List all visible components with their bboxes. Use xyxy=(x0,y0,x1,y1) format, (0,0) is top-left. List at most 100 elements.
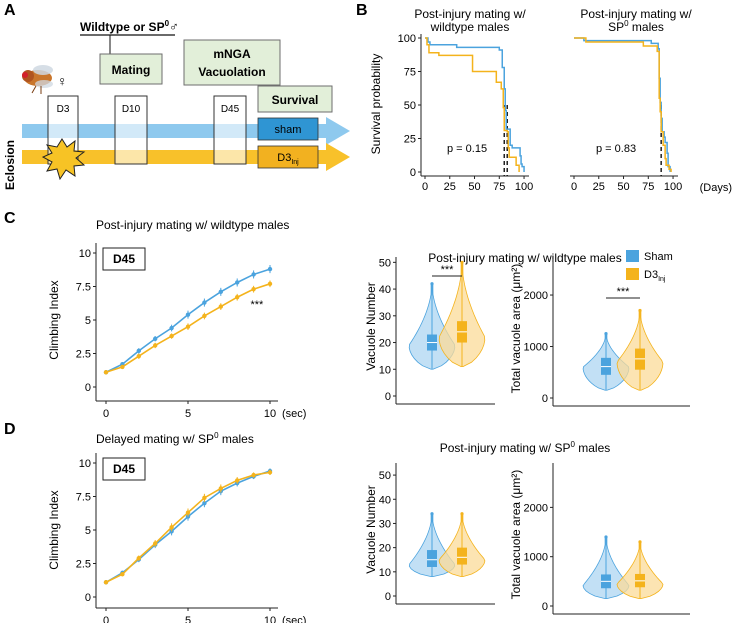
timepoint-d10: D10 xyxy=(122,104,141,115)
data-point xyxy=(169,325,174,331)
sham-arrow xyxy=(22,117,350,145)
data-point xyxy=(235,478,240,483)
x-tick-label: 25 xyxy=(593,181,605,193)
outlier-point xyxy=(460,512,464,516)
y-tick-label: 0 xyxy=(542,393,548,405)
y-tick-label: 50 xyxy=(404,100,416,112)
panel-b: B Post-injury mating w/ wildtype males P… xyxy=(356,2,732,194)
data-point xyxy=(153,336,158,341)
y-axis-label: Total vacuole area (μm²) xyxy=(509,470,523,600)
data-point xyxy=(136,348,141,354)
p-value: p = 0.83 xyxy=(596,143,636,155)
data-point xyxy=(120,364,125,370)
legend-label-sham: Sham xyxy=(644,251,673,263)
fly-icon xyxy=(22,65,53,94)
legend-label-inj: D3Inj xyxy=(644,269,666,283)
outlier-point xyxy=(638,540,642,544)
b-left-title-line2: wildtype males xyxy=(430,20,510,34)
y-tick-label: 0 xyxy=(542,601,548,613)
y-tick-label: 30 xyxy=(379,518,391,530)
data-point xyxy=(251,272,256,277)
panel-c: C Post-injury mating w/ wildtype males P… xyxy=(4,210,690,420)
y-axis-label: Vacuole Number xyxy=(364,485,378,574)
b-right-title-line2: SP0 males xyxy=(608,19,664,34)
inj-label-box xyxy=(257,145,319,169)
x-tick-label: 5 xyxy=(185,615,191,623)
iqr-box xyxy=(457,547,467,565)
panel-letter-b: B xyxy=(356,2,368,19)
d45-badge: D45 xyxy=(113,462,135,476)
data-point xyxy=(202,300,207,305)
survival-box xyxy=(257,85,333,113)
timepoint-d3: D3 xyxy=(57,104,70,115)
panel-letter-d: D xyxy=(4,421,16,438)
mating-label: Mating xyxy=(112,63,151,77)
x-unit-label: (sec) xyxy=(282,408,306,420)
y-axis-label: Climbing Index xyxy=(47,490,61,569)
c-violin-group-title: Post-injury mating w/ wildtype males xyxy=(428,251,621,265)
b-xunit: (Days) xyxy=(700,182,732,194)
data-point xyxy=(235,295,240,300)
y-tick-label: 50 xyxy=(379,257,391,269)
mnga-label-line2: Vacuolation xyxy=(198,65,265,79)
panel-letter-c: C xyxy=(4,210,16,227)
y-tick-label: 1000 xyxy=(524,552,548,564)
x-tick-label: 50 xyxy=(468,181,480,193)
x-tick-label: 100 xyxy=(515,181,533,193)
y-axis-label: Total vacuole area (μm²) xyxy=(509,264,523,394)
data-point xyxy=(103,370,109,375)
x-tick-label: 10 xyxy=(264,408,276,420)
outlier-point xyxy=(460,260,464,264)
y-tick-label: 5 xyxy=(85,315,91,327)
data-point xyxy=(218,289,223,295)
y-tick-label: 20 xyxy=(379,543,391,555)
significance-mark: *** xyxy=(617,286,631,298)
y-tick-label: 0 xyxy=(385,591,391,603)
survival-curve-d3inj xyxy=(425,37,520,172)
data-point xyxy=(267,281,273,287)
panel-d: D Delayed mating w/ SP0 males Post-injur… xyxy=(4,421,690,623)
data-point xyxy=(169,525,174,530)
data-point xyxy=(136,555,141,561)
y-tick-label: 7.5 xyxy=(76,492,91,504)
d45-badge-box xyxy=(102,247,146,271)
injury-burst-icon xyxy=(41,138,86,181)
significance-mark: *** xyxy=(250,299,264,311)
data-point xyxy=(267,470,273,475)
data-point xyxy=(185,324,191,329)
y-axis-label: Vacuole Number xyxy=(364,282,378,371)
survival-plot-sp0: 0 25 50 75 100 p = 0.83 xyxy=(570,37,682,193)
data-point xyxy=(169,333,174,339)
y-tick-label: 40 xyxy=(379,494,391,506)
y-tick-label: 0 xyxy=(410,167,416,179)
survival-label: Survival xyxy=(272,93,319,107)
outlier-point xyxy=(430,512,434,516)
y-tick-label: 25 xyxy=(404,134,416,146)
data-point xyxy=(202,501,207,506)
eclosion-label: Eclosion xyxy=(3,140,17,190)
climbing-line-sham xyxy=(105,268,271,373)
data-point xyxy=(251,472,256,478)
climbing-line-d3inj xyxy=(105,471,271,583)
x-unit-label: (sec) xyxy=(282,615,306,623)
y-tick-label: 1000 xyxy=(524,342,548,354)
x-tick-label: 75 xyxy=(642,181,654,193)
outlier-point xyxy=(604,535,608,539)
panel-letter-a: A xyxy=(4,2,16,19)
survival-curve-sham xyxy=(425,37,525,172)
panel-a: A Wildtype or SP0♂ ♀ Mating mNGA Vacuola… xyxy=(3,2,350,190)
significance-mark: *** xyxy=(441,264,455,276)
y-tick-label: 5 xyxy=(85,525,91,537)
y-tick-label: 7.5 xyxy=(76,282,91,294)
climbing-plot-d: 0 2.5 5 7.5 10 0 5 10 (sec) Climbing Index D45 xyxy=(47,453,306,623)
data-point xyxy=(218,486,223,491)
data-point xyxy=(202,313,207,319)
y-tick-label: 2.5 xyxy=(76,559,91,571)
x-tick-label: 50 xyxy=(617,181,629,193)
survival-curve-sham xyxy=(574,37,671,172)
violin-vacuole-number-c: 0 10 20 30 40 50 Vacuole Number *** xyxy=(364,257,495,405)
data-point xyxy=(120,572,125,577)
mnga-box xyxy=(183,39,281,86)
